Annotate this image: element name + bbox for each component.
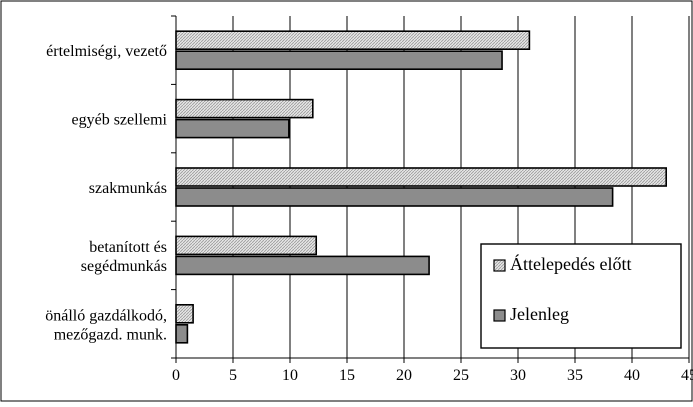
bar-before [175,303,194,324]
bar-now [175,323,189,344]
category-label: egyéb szellemi [71,112,167,129]
x-tick-label: 20 [396,367,412,384]
bar-now [175,255,430,276]
bar-before [175,30,531,51]
bar-now [175,187,614,207]
legend-box [480,243,682,349]
bar-now [175,118,290,139]
x-tick-label: 40 [624,367,640,384]
category-label: mezőgazd. munk. [54,326,167,343]
category-label: betanított és [89,239,167,256]
x-tick-label: 0 [172,367,180,384]
category-label: szakmunkás [89,180,167,197]
category-label: segédmunkás [81,258,167,275]
x-tick-label: 5 [229,367,237,384]
x-tick-label: 15 [339,367,355,384]
legend-label: Áttelepedés előtt [510,253,631,274]
legend-label: Jelenleg [510,304,569,324]
x-tick-label: 35 [567,367,583,384]
legend-swatch-before [493,259,506,272]
x-tick-label: 45 [681,367,693,384]
x-tick-label: 30 [510,367,526,384]
bar-now [175,50,503,71]
x-tick-label: 25 [453,367,469,384]
category-label: értelmiségi, vezető [46,43,167,60]
legend-swatch-now [493,309,506,322]
bar-before [175,235,318,256]
bar-before [175,167,668,187]
category-label: önálló gazdálkodó, [45,307,167,324]
x-tick-label: 10 [282,367,298,384]
bar-before [175,98,314,119]
